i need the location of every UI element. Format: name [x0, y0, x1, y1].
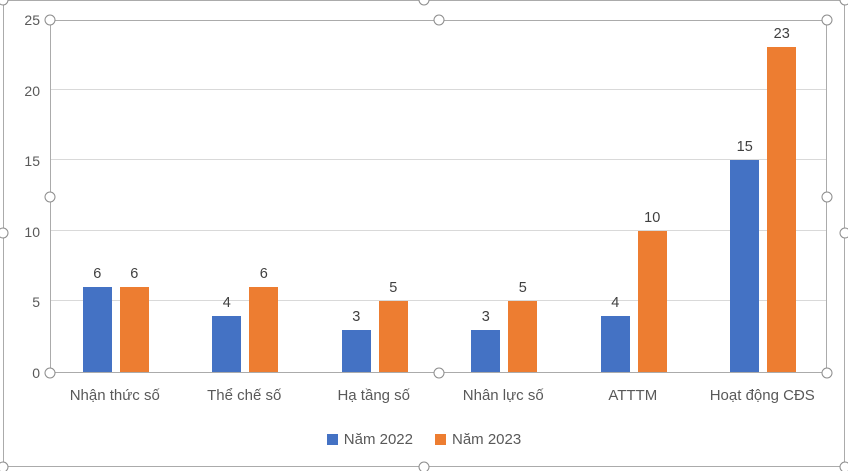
selection-handle-chart-area[interactable]	[839, 227, 848, 239]
selection-handle-plot-area[interactable]	[433, 367, 444, 379]
bar-series-1-cat-1[interactable]	[249, 287, 279, 372]
gridline	[51, 300, 826, 302]
x-axis-category-label: Nhận thức số	[69, 387, 160, 404]
data-label: 5	[518, 280, 527, 297]
gridline	[51, 229, 826, 231]
x-axis-category-label: Hạ tầng số	[337, 387, 411, 404]
y-axis-tick-label: 0	[32, 365, 40, 381]
y-axis-tick-label: 15	[24, 153, 40, 170]
selection-handle-plot-area[interactable]	[433, 14, 444, 26]
legend-swatch-icon	[326, 433, 338, 445]
gridline	[51, 88, 826, 90]
bar-series-1-cat-5[interactable]	[767, 47, 797, 372]
selection-handle-chart-area[interactable]	[839, 0, 848, 6]
selection-handle-plot-area[interactable]	[44, 14, 56, 26]
selection-handle-chart-area[interactable]	[0, 227, 9, 239]
plot-area[interactable]: 6 6 4 6 3 5 3 5 4 10 15 23	[50, 20, 827, 373]
legend-label: Năm 2022	[343, 430, 413, 448]
selection-handle-plot-area[interactable]	[44, 367, 56, 379]
x-axis-category-label: Nhân lực số	[462, 387, 544, 404]
data-label: 3	[352, 308, 361, 325]
data-label: 5	[389, 280, 398, 297]
data-label: 4	[222, 294, 231, 311]
selection-handle-plot-area[interactable]	[821, 14, 833, 26]
y-axis-tick-label: 5	[32, 294, 40, 311]
gridline	[51, 159, 826, 161]
bar-series-1-cat-0[interactable]	[119, 287, 149, 372]
y-axis-tick-label: 20	[24, 82, 40, 99]
bar-series-1-cat-3[interactable]	[508, 301, 538, 372]
y-axis-tick-label: 25	[24, 12, 40, 28]
x-axis-category-label: Hoạt động CĐS	[709, 387, 815, 404]
selection-handle-plot-area[interactable]	[44, 191, 56, 202]
bar-series-0-cat-4[interactable]	[600, 315, 630, 372]
bar-series-0-cat-3[interactable]	[471, 329, 501, 372]
bar-series-0-cat-2[interactable]	[341, 329, 371, 372]
data-label: 10	[644, 209, 661, 226]
bar-series-0-cat-1[interactable]	[212, 315, 242, 372]
bar-series-0-cat-5[interactable]	[730, 160, 760, 372]
x-axis-category-label: Thể chế số	[207, 387, 282, 404]
bar-series-1-cat-2[interactable]	[378, 301, 408, 372]
legend[interactable]: Năm 2022 Năm 2023	[3, 430, 845, 448]
data-label: 6	[130, 266, 139, 283]
y-axis-tick-label: 10	[24, 223, 40, 240]
x-axis-category-label: ATTTM	[608, 387, 658, 404]
bar-series-0-cat-0[interactable]	[82, 287, 112, 372]
data-label: 6	[259, 266, 268, 283]
selection-handle-chart-area[interactable]	[0, 461, 9, 471]
legend-label: Năm 2023	[452, 430, 522, 448]
data-label: 15	[736, 139, 753, 156]
selection-handle-plot-area[interactable]	[821, 367, 833, 379]
legend-swatch-icon	[435, 433, 446, 445]
bar-series-1-cat-4[interactable]	[637, 230, 667, 372]
data-label: 4	[611, 294, 620, 311]
selection-handle-chart-area[interactable]	[839, 461, 848, 471]
data-label: 6	[93, 266, 102, 283]
legend-item-series-0[interactable]: Năm 2022	[326, 430, 413, 448]
data-label: 23	[773, 26, 790, 43]
selection-handle-plot-area[interactable]	[821, 191, 833, 202]
legend-item-series-1[interactable]: Năm 2023	[435, 431, 521, 448]
data-label: 3	[481, 308, 490, 325]
selection-handle-chart-area[interactable]	[418, 461, 430, 471]
